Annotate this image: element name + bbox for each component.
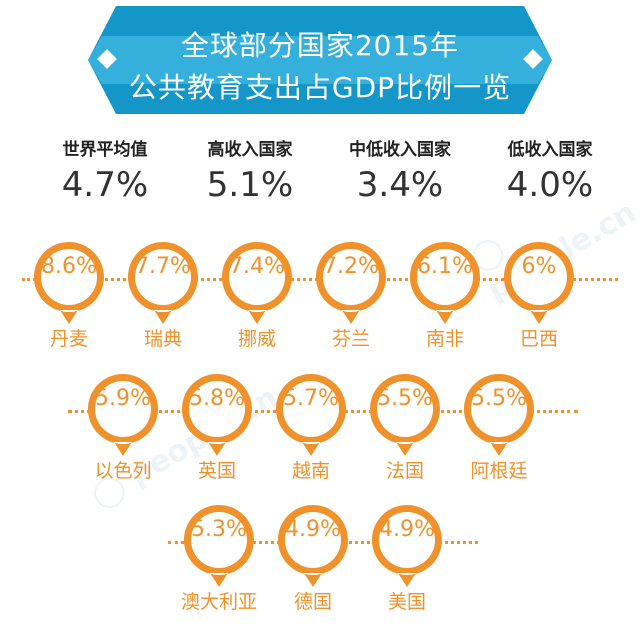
average-value-low-income: 4.0% — [506, 165, 594, 205]
pin-inner — [189, 381, 245, 437]
country-marker: 5.9% 以色列 — [84, 370, 162, 482]
pin-marker-icon — [183, 505, 254, 587]
chart-title-line-2: 公共教育支出占GDP比例一览 — [128, 71, 512, 104]
average-value-high-income: 5.1% — [206, 165, 294, 205]
pin-inner — [283, 381, 339, 437]
average-value-lower-middle-income: 3.4% — [356, 165, 444, 205]
pin-marker-icon — [409, 242, 480, 324]
pin-inner — [285, 512, 341, 568]
country-marker: 8.6% 丹麦 — [30, 238, 108, 350]
pin-marker-icon — [127, 242, 198, 324]
pin-marker-icon — [277, 505, 348, 587]
data-label: 5.3% — [191, 517, 247, 542]
country-marker: 4.9% 德国 — [274, 501, 352, 613]
average-label-world: 世界平均值 — [62, 140, 148, 160]
pin-inner — [323, 249, 379, 305]
data-label: 6.1% — [417, 254, 473, 279]
country-marker: 7.7% 瑞典 — [124, 238, 202, 350]
pin-marker-icon — [221, 242, 292, 324]
data-label: 6% — [521, 254, 557, 279]
category-label: 美国 — [387, 591, 426, 613]
pin-marker-icon — [369, 374, 440, 456]
country-marker: 6.1% 南非 — [406, 238, 484, 350]
category-label: 芬兰 — [331, 328, 370, 350]
data-label: 7.4% — [229, 254, 285, 279]
pin-inner — [135, 249, 191, 305]
pin-marker-icon — [503, 242, 574, 324]
data-label: 5.8% — [189, 386, 245, 411]
category-label: 巴西 — [519, 328, 558, 350]
average-label-high-income: 高收入国家 — [207, 140, 293, 160]
category-label: 南非 — [425, 328, 464, 350]
country-marker: 5.5% 阿根廷 — [460, 370, 538, 482]
country-marker: 5.7% 越南 — [272, 370, 350, 482]
title-banner: 全球部分国家2015年 公共教育支出占GDP比例一览 — [88, 6, 552, 114]
country-marker: 7.4% 挪威 — [218, 238, 296, 350]
category-label: 英国 — [197, 460, 236, 482]
pin-marker-icon — [315, 242, 386, 324]
chart-title-line-1: 全球部分国家2015年 — [180, 29, 460, 62]
data-label: 5.7% — [283, 386, 339, 411]
pin-marker-icon — [463, 374, 534, 456]
category-label: 法国 — [385, 460, 424, 482]
pin-inner — [379, 512, 435, 568]
pin-inner — [41, 249, 97, 305]
data-label: 7.7% — [135, 254, 191, 279]
category-label: 挪威 — [237, 328, 276, 350]
pin-inner — [191, 512, 247, 568]
pin-inner — [95, 381, 151, 437]
data-label: 4.9% — [379, 517, 435, 542]
data-label: 5.5% — [471, 386, 527, 411]
data-label: 5.9% — [95, 386, 151, 411]
average-label-lower-middle-income: 中低收入国家 — [349, 140, 451, 160]
pin-marker-icon — [371, 505, 442, 587]
pin-inner — [377, 381, 433, 437]
pin-inner — [511, 249, 567, 305]
country-marker: 4.9% 美国 — [368, 501, 446, 613]
category-label: 以色列 — [94, 460, 152, 482]
country-marker: 6% 巴西 — [500, 238, 578, 350]
average-value-world: 4.7% — [61, 165, 149, 205]
country-marker: 5.5% 法国 — [366, 370, 444, 482]
country-marker: 5.3% 澳大利亚 — [180, 501, 258, 613]
pin-marker-icon — [33, 242, 104, 324]
category-label: 瑞典 — [143, 328, 182, 350]
data-label: 8.6% — [41, 254, 97, 279]
country-marker: 7.2% 芬兰 — [312, 238, 390, 350]
pin-inner — [471, 381, 527, 437]
category-label: 越南 — [291, 460, 330, 482]
category-label: 德国 — [293, 591, 332, 613]
pin-marker-icon — [87, 374, 158, 456]
banner-stripe — [88, 36, 552, 84]
category-label: 澳大利亚 — [180, 591, 257, 613]
average-label-low-income: 低收入国家 — [507, 140, 593, 160]
pin-inner — [417, 249, 473, 305]
data-label: 4.9% — [285, 517, 341, 542]
country-marker: 5.8% 英国 — [178, 370, 256, 482]
category-label: 丹麦 — [49, 328, 88, 350]
pin-marker-icon — [181, 374, 252, 456]
data-label: 5.5% — [377, 386, 433, 411]
category-label: 阿根廷 — [470, 460, 528, 482]
pin-marker-icon — [275, 374, 346, 456]
pin-inner — [229, 249, 285, 305]
data-label: 7.2% — [323, 254, 379, 279]
